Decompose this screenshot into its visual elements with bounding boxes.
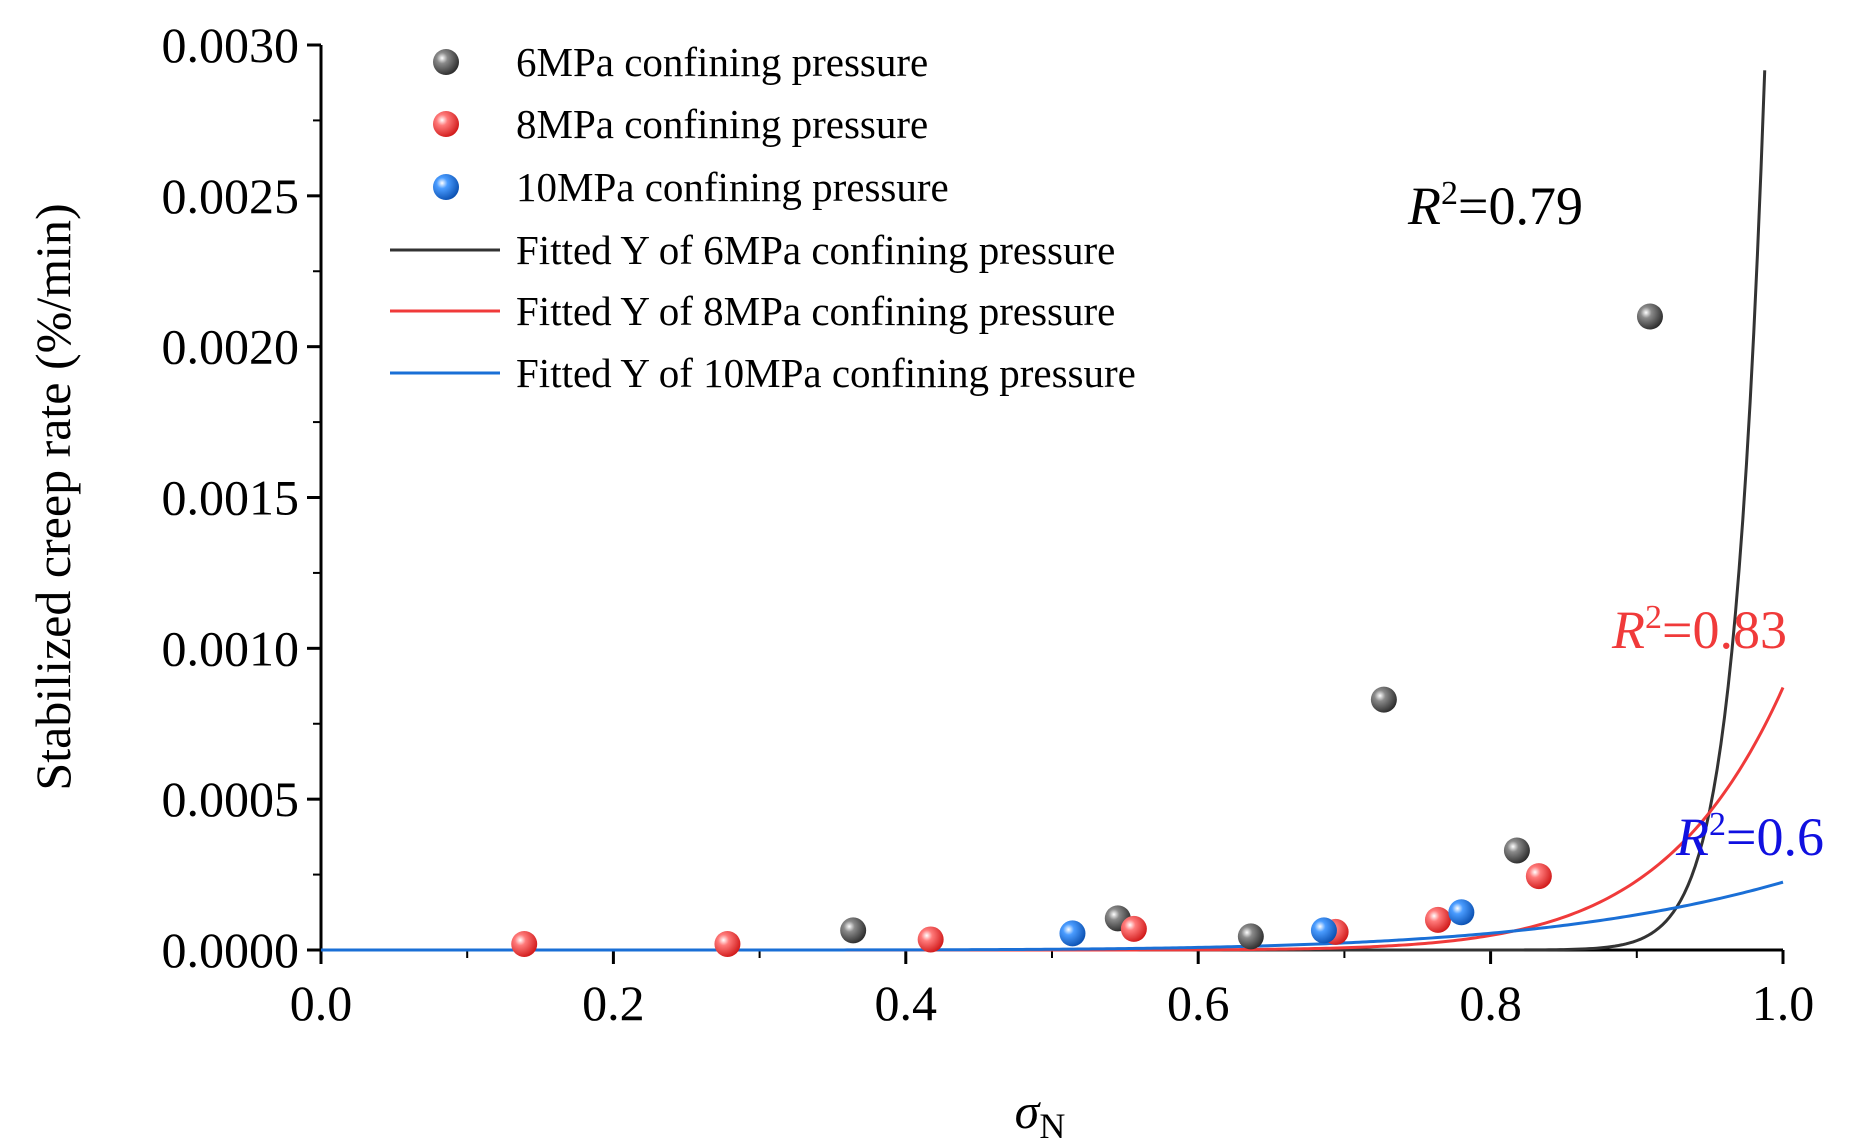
data-point-6mpa [840,917,867,944]
data-point-10mpa [1448,899,1475,926]
y-tick-label: 0.0000 [162,922,300,978]
y-tick-label: 0.0010 [162,620,300,676]
data-point-8mpa [917,926,944,953]
legend-item-6mpa: 6MPa confining pressure [433,39,928,85]
legend-item-10mpa: 10MPa confining pressure [433,164,949,210]
y-tick-label: 0.0030 [162,17,300,73]
legend-marker-6mpa [433,49,459,75]
data-point-8mpa [714,930,741,957]
r2-label-8mpa-value: =0.83 [1662,600,1787,660]
y-tick-label: 0.0025 [162,168,300,224]
x-tick-label: 0.6 [1167,975,1230,1031]
data-point-8mpa [1424,906,1451,933]
data-point-6mpa [1370,686,1397,713]
axes: 0.00000.00050.00100.00150.00200.00250.00… [162,17,1815,1031]
data-point-8mpa [1525,863,1552,890]
y-tick-label: 0.0020 [162,319,300,375]
data-point-10mpa [1310,917,1337,944]
fit-curves [321,70,1785,952]
legend-item-fit-6mpa: Fitted Y of 6MPa confining pressure [390,227,1115,273]
r2-label-6mpa-value: =0.79 [1458,176,1583,236]
legend-label-6mpa: 6MPa confining pressure [516,39,928,85]
r2-label-10mpa-value: =0.6 [1726,807,1824,867]
legend-label-10mpa: 10MPa confining pressure [516,164,949,210]
x-tick-label: 0.8 [1459,975,1522,1031]
y-axis-ticks: 0.0000 0.0005 0.0010 0.0015 0.0020 0.0025 0.00… [162,17,321,978]
r2-label-8mpa: R2=0.83 [1611,599,1787,660]
data-point-8mpa [1120,915,1147,942]
data-point-10mpa [1059,920,1086,947]
data-point-6mpa [1636,303,1663,330]
r2-label-8mpa-sup: 2 [1645,599,1662,636]
r2-label-10mpa-symbol: R [1675,807,1709,867]
y-tick-label: 0.0005 [162,771,300,827]
legend-label-8mpa: 8MPa confining pressure [516,101,928,147]
legend-label-fit-10mpa: Fitted Y of 10MPa confining pressure [516,350,1136,396]
legend-marker-8mpa [433,111,459,137]
r2-label-10mpa: R2=0.6 [1675,806,1824,867]
r2-label-8mpa-symbol: R [1611,600,1645,660]
y-axis-title: Stabilized creep rate (%/min) [25,203,81,790]
x-axis-title-subscript: N [1039,1106,1065,1141]
r2-label-6mpa-sup: 2 [1441,175,1458,212]
x-axis-title: σN [1015,1083,1066,1141]
legend-item-fit-8mpa: Fitted Y of 8MPa confining pressure [390,288,1115,334]
x-tick-label: 0.0 [290,975,353,1031]
r2-label-6mpa: R2=0.79 [1407,175,1583,236]
legend-marker-10mpa [433,174,459,200]
legend: 6MPa confining pressure 8MPa confining p… [390,39,1136,396]
r2-label-6mpa-symbol: R [1407,176,1441,236]
r2-label-10mpa-sup: 2 [1709,806,1726,843]
data-point-8mpa [511,930,538,957]
scatter-points [511,303,1663,957]
data-point-6mpa [1237,923,1264,950]
x-tick-label: 1.0 [1752,975,1815,1031]
x-axis-title-symbol: σ [1015,1083,1042,1139]
x-tick-label: 0.2 [582,975,645,1031]
legend-item-fit-10mpa: Fitted Y of 10MPa confining pressure [390,350,1136,396]
x-axis-ticks: 0.0 0.2 0.4 0.6 0.8 1.0 [290,950,1815,1031]
fit-curve-10mpa [321,880,1784,952]
fit-curve-8mpa [321,686,1785,952]
y-tick-label: 0.0015 [162,470,300,526]
legend-label-fit-8mpa: Fitted Y of 8MPa confining pressure [516,288,1115,334]
legend-item-8mpa: 8MPa confining pressure [433,101,928,147]
legend-label-fit-6mpa: Fitted Y of 6MPa confining pressure [516,227,1115,273]
data-point-6mpa [1503,837,1530,864]
x-tick-label: 0.4 [875,975,938,1031]
